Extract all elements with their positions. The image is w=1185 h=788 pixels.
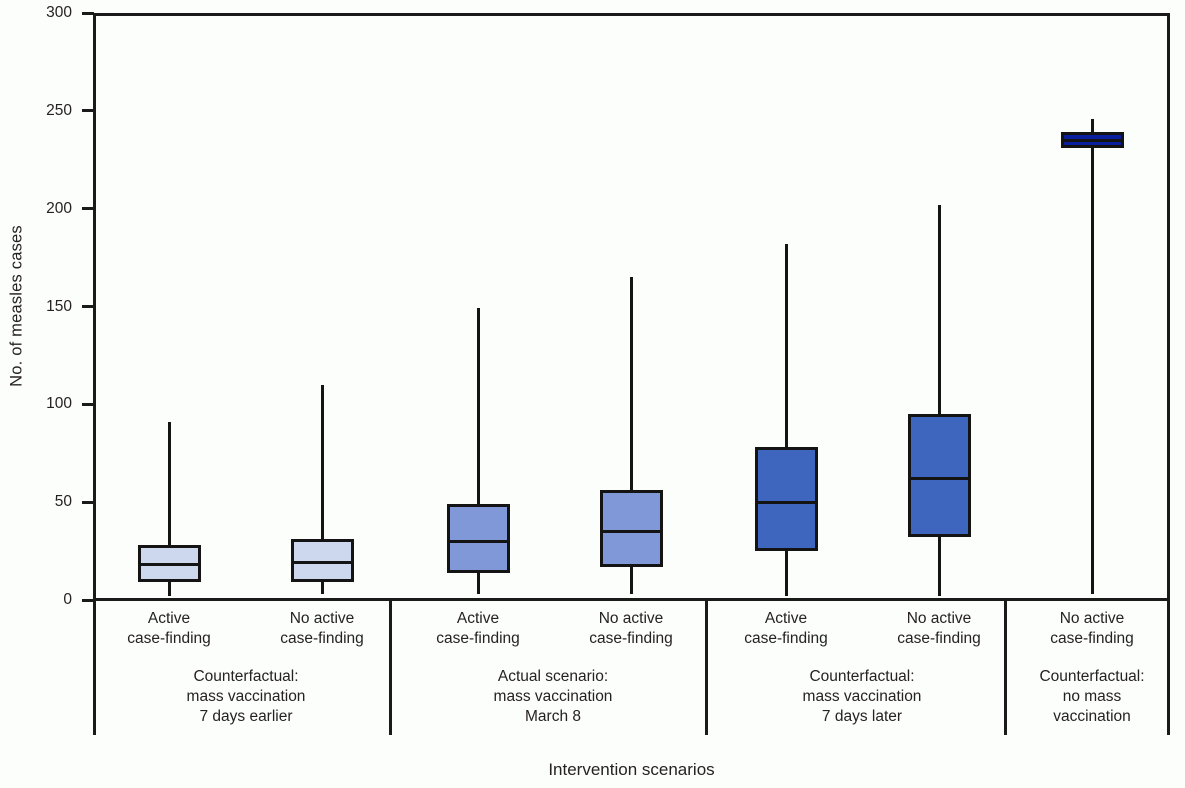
group-divider bbox=[1003, 600, 1007, 735]
boxplot-box bbox=[754, 447, 818, 552]
boxplot-median-line bbox=[1062, 138, 1122, 142]
y-tick-label: 50 bbox=[54, 493, 72, 511]
boxplot-median-line bbox=[139, 563, 199, 567]
boxplot-whisker bbox=[937, 204, 941, 597]
boxplot-median-line bbox=[448, 539, 508, 543]
plot-frame bbox=[93, 13, 1170, 735]
y-tick-label: 100 bbox=[46, 395, 72, 413]
box-category-label: No active case-finding bbox=[897, 610, 981, 647]
x-axis-line bbox=[93, 598, 1170, 601]
box-category-label: No active case-finding bbox=[280, 610, 364, 647]
box-category-label: Active case-finding bbox=[127, 610, 211, 647]
group-divider bbox=[388, 600, 392, 735]
boxplot-whisker bbox=[784, 243, 788, 597]
y-tick-label: 0 bbox=[63, 591, 72, 608]
y-tick-label: 300 bbox=[46, 4, 72, 21]
boxplot-median-line bbox=[292, 561, 352, 565]
boxplot-box bbox=[599, 490, 663, 567]
y-tick-label: 200 bbox=[46, 199, 72, 217]
box-category-label: Active case-finding bbox=[436, 610, 520, 647]
y-tick bbox=[82, 598, 94, 602]
x-axis-title: Intervention scenarios bbox=[548, 760, 715, 779]
boxplot-whisker bbox=[629, 277, 633, 595]
y-tick bbox=[82, 207, 94, 211]
boxplot-whisker bbox=[320, 384, 324, 595]
boxplot-whisker bbox=[167, 421, 171, 597]
box-category-label: Active case-finding bbox=[744, 610, 828, 647]
group-divider bbox=[704, 600, 708, 735]
boxplot-whisker bbox=[1090, 118, 1094, 595]
y-tick bbox=[82, 500, 94, 504]
scenario-group-label: Counterfactual: mass vaccination 7 days … bbox=[186, 668, 306, 725]
y-tick bbox=[82, 305, 94, 308]
box-category-label: No active case-finding bbox=[1050, 610, 1134, 647]
y-tick bbox=[82, 109, 94, 113]
scenario-group-label: Counterfactual: mass vaccination 7 days … bbox=[802, 668, 922, 725]
boxplot-whisker bbox=[476, 308, 480, 595]
boxplot-median-line bbox=[756, 500, 816, 504]
boxplot-median-line bbox=[601, 530, 661, 534]
y-tick bbox=[82, 402, 94, 406]
box-category-label: No active case-finding bbox=[589, 610, 673, 647]
boxplot-median-line bbox=[909, 477, 969, 481]
scenario-group-label: Actual scenario: mass vaccination March … bbox=[493, 668, 613, 725]
boxplot-box bbox=[907, 414, 971, 538]
scenario-group-label: Counterfactual: no mass vaccination bbox=[1039, 668, 1145, 725]
y-tick-label: 150 bbox=[46, 297, 72, 315]
y-tick bbox=[82, 11, 94, 15]
boxplot-box bbox=[446, 504, 510, 573]
boxplot-box bbox=[290, 539, 354, 583]
y-tick-label: 250 bbox=[46, 101, 72, 119]
